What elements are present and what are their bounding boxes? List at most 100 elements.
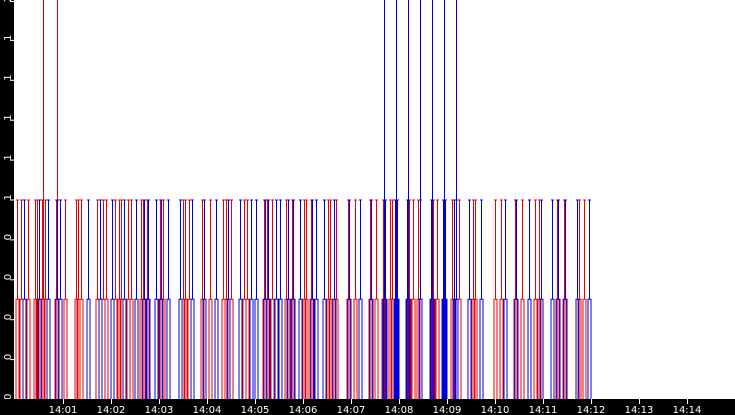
event-line xyxy=(582,199,587,399)
event-line xyxy=(154,199,159,399)
y-tick-label: 1 xyxy=(3,114,14,120)
y-tick-label: 1 xyxy=(3,74,14,80)
event-line xyxy=(587,199,592,399)
event-line xyxy=(563,199,568,399)
event-line xyxy=(178,199,183,399)
event-line xyxy=(249,199,254,399)
event-line xyxy=(328,199,333,399)
event-line xyxy=(499,199,504,399)
event-line xyxy=(418,199,423,399)
event-line xyxy=(286,199,291,399)
x-tick-label: 14:06 xyxy=(289,405,318,415)
event-line xyxy=(358,199,363,399)
event-line xyxy=(539,199,544,399)
event-line xyxy=(270,199,275,399)
event-line xyxy=(514,199,519,399)
y-axis-band xyxy=(0,0,14,415)
event-line xyxy=(556,199,561,399)
event-line xyxy=(520,199,525,399)
y-tick-label: 1 xyxy=(3,154,14,160)
event-line xyxy=(411,199,416,399)
y-tick-label: 0 xyxy=(3,354,14,360)
series-layer xyxy=(15,0,592,399)
event-line xyxy=(533,199,538,399)
event-line xyxy=(22,199,27,399)
y-tick-label: 2 xyxy=(3,0,14,2)
event-line xyxy=(254,199,259,399)
event-line xyxy=(298,199,303,399)
x-axis: 14:01 14:02 14:03 14:04 14:05 14:06 14:07 14:08… xyxy=(0,399,735,415)
event-line xyxy=(382,199,387,399)
x-tick-label: 14:05 xyxy=(241,405,270,415)
event-line xyxy=(142,199,147,399)
event-line xyxy=(575,199,580,399)
event-line xyxy=(166,199,171,399)
x-tick-label: 14:07 xyxy=(337,405,366,415)
event-line xyxy=(332,199,337,399)
event-line xyxy=(129,199,134,399)
event-line xyxy=(310,199,315,399)
event-line xyxy=(314,199,319,399)
event-line xyxy=(435,199,440,399)
event-line xyxy=(274,199,279,399)
event-line xyxy=(322,199,327,399)
event-line xyxy=(353,199,358,399)
y-axis: 2 1 1 1 1 1 0 0 0 0 0 xyxy=(0,0,14,415)
y-tick-label: 0 xyxy=(3,394,14,400)
x-tick-label: 14:10 xyxy=(481,405,510,415)
event-line xyxy=(493,199,498,399)
event-line xyxy=(479,199,484,399)
x-tick-label: 14:08 xyxy=(385,405,414,415)
x-tick-label: 14:03 xyxy=(145,405,174,415)
event-line xyxy=(122,199,127,399)
x-axis-band xyxy=(0,399,735,415)
event-line xyxy=(63,199,68,399)
event-line xyxy=(190,199,195,399)
event-line xyxy=(46,199,51,399)
event-line xyxy=(226,199,231,399)
event-line xyxy=(374,199,379,399)
event-line xyxy=(98,199,103,399)
event-line xyxy=(146,199,151,399)
y-tick-label: 1 xyxy=(3,35,14,41)
x-tick-label: 14:02 xyxy=(97,405,126,415)
event-line xyxy=(347,199,352,399)
event-line xyxy=(208,199,213,399)
event-line xyxy=(467,199,472,399)
event-line xyxy=(183,199,188,399)
event-line xyxy=(304,199,309,399)
series-blue xyxy=(22,0,592,399)
event-line xyxy=(86,199,91,399)
y-tick-label: 0 xyxy=(3,314,14,320)
event-line xyxy=(473,199,478,399)
event-line xyxy=(15,199,20,399)
x-tick-label: 14:12 xyxy=(577,405,606,415)
event-line xyxy=(369,199,374,399)
event-line xyxy=(430,199,435,399)
event-line xyxy=(214,199,219,399)
event-line xyxy=(291,199,296,399)
x-tick-label: 14:14 xyxy=(673,405,702,415)
event-line xyxy=(58,199,63,399)
event-line xyxy=(266,199,271,399)
x-tick-label: 14:04 xyxy=(193,405,222,415)
y-tick-label: 0 xyxy=(3,234,14,240)
event-line xyxy=(406,199,411,399)
y-tick-label: 1 xyxy=(3,194,14,200)
event-line xyxy=(394,199,399,399)
event-line xyxy=(442,199,447,399)
event-line xyxy=(159,199,164,399)
event-line xyxy=(202,199,207,399)
event-line xyxy=(37,199,42,399)
x-tick-label: 14:09 xyxy=(433,405,462,415)
x-tick-label: 14:11 xyxy=(529,405,558,415)
event-line xyxy=(104,199,109,399)
event-line xyxy=(238,199,243,399)
event-line xyxy=(550,199,555,399)
event-line xyxy=(110,199,115,399)
event-line xyxy=(245,199,250,399)
x-tick-label: 14:13 xyxy=(625,405,654,415)
event-line xyxy=(134,199,139,399)
